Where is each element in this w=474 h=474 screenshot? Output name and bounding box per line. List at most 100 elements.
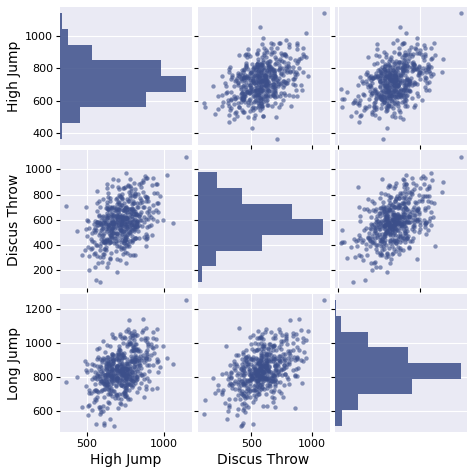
Bar xyxy=(198,235,262,251)
Point xyxy=(379,95,386,103)
Point xyxy=(115,201,123,208)
Point xyxy=(390,221,398,229)
Point xyxy=(118,350,126,358)
Point xyxy=(256,333,264,340)
Point xyxy=(389,217,396,224)
Point xyxy=(97,355,104,363)
Point xyxy=(123,393,131,401)
Point xyxy=(270,353,278,360)
Point xyxy=(103,382,111,390)
Point xyxy=(106,194,114,202)
Point xyxy=(382,82,389,90)
Point xyxy=(109,220,117,228)
Point xyxy=(137,216,145,223)
Point xyxy=(282,52,290,60)
Point xyxy=(374,91,382,98)
Point xyxy=(118,353,126,360)
Point xyxy=(393,192,401,200)
Point xyxy=(232,94,239,101)
Point xyxy=(125,386,133,393)
Point xyxy=(364,205,371,212)
Point xyxy=(259,94,267,102)
Point xyxy=(416,221,423,228)
Point xyxy=(278,355,285,362)
Point xyxy=(388,221,395,228)
Point xyxy=(154,199,162,207)
Point xyxy=(356,217,364,224)
Point xyxy=(410,62,418,69)
Point xyxy=(120,372,128,379)
Point xyxy=(385,205,393,213)
Point xyxy=(84,243,91,251)
Point xyxy=(143,234,151,242)
Point xyxy=(140,358,148,366)
Point xyxy=(247,68,255,76)
Point xyxy=(390,88,397,96)
Point xyxy=(278,57,286,64)
Point xyxy=(238,421,246,428)
Point xyxy=(87,390,95,397)
Point xyxy=(248,60,256,67)
Point xyxy=(201,397,209,404)
Point xyxy=(104,189,112,197)
Point xyxy=(228,71,236,79)
Point xyxy=(258,351,265,358)
Point xyxy=(409,64,416,71)
Point xyxy=(412,64,420,72)
Point xyxy=(143,174,151,182)
Point xyxy=(256,375,264,383)
Point xyxy=(240,392,247,400)
Point xyxy=(249,387,256,394)
Point xyxy=(128,212,135,219)
Point xyxy=(154,325,161,333)
Point xyxy=(123,222,130,230)
Point xyxy=(262,351,270,358)
Point xyxy=(119,368,127,376)
Point xyxy=(91,386,99,393)
Point xyxy=(398,222,405,229)
Point xyxy=(115,343,122,350)
Point xyxy=(252,90,259,98)
Point xyxy=(273,76,281,84)
Point xyxy=(277,337,285,345)
Point xyxy=(267,72,274,79)
Point xyxy=(116,365,124,373)
Point xyxy=(416,225,424,233)
Point xyxy=(383,96,391,104)
Point xyxy=(105,239,113,247)
Point xyxy=(264,84,272,92)
Point xyxy=(383,207,391,215)
Point xyxy=(389,238,397,246)
Point xyxy=(400,210,407,218)
Point xyxy=(119,214,127,222)
Point xyxy=(405,76,413,83)
Point xyxy=(116,390,123,397)
Point xyxy=(394,82,401,90)
Point xyxy=(302,336,310,344)
Point xyxy=(387,92,394,100)
Point xyxy=(388,88,396,96)
Point xyxy=(142,194,150,201)
Point xyxy=(105,359,113,366)
Point xyxy=(368,197,376,205)
Point xyxy=(254,55,261,63)
Point xyxy=(409,217,416,224)
Point xyxy=(122,383,129,391)
Point xyxy=(105,367,113,375)
Point xyxy=(109,330,116,337)
Point xyxy=(398,64,406,72)
Point xyxy=(234,100,242,107)
Point xyxy=(103,236,111,243)
Point xyxy=(252,377,260,384)
Point xyxy=(388,63,396,71)
Point xyxy=(401,49,409,56)
Point xyxy=(114,176,121,184)
Point xyxy=(95,197,103,205)
Point xyxy=(109,363,116,370)
Point xyxy=(131,234,138,242)
Point xyxy=(125,205,133,213)
Point xyxy=(392,240,400,247)
Point xyxy=(290,366,297,374)
Point xyxy=(383,214,391,222)
Point xyxy=(128,204,136,212)
